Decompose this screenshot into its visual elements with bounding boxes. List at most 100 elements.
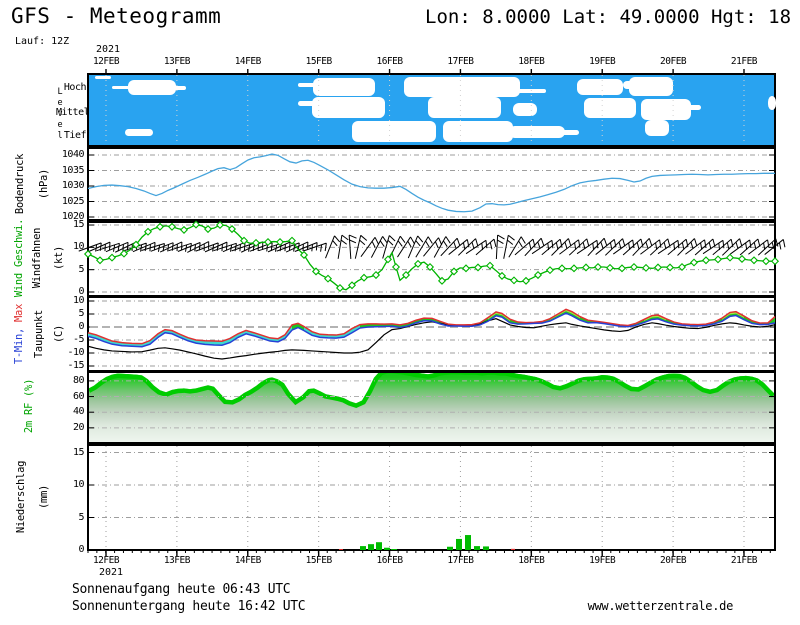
temp-band-segment: [222, 338, 230, 346]
wind-marker: [287, 236, 297, 245]
y-tick-label: -5: [72, 334, 85, 345]
cloud-blob: [312, 97, 385, 118]
pressure-line: [87, 153, 775, 213]
cloud-blob: [404, 77, 520, 97]
date-label: 13FEB: [163, 555, 191, 566]
date-label: 14FEB: [234, 56, 262, 67]
precip-panel-label: Niederschlag: [15, 460, 27, 534]
date-label: 20FEB: [660, 555, 687, 566]
y-tick-label: 1020: [61, 211, 85, 222]
location-coordinates: Lon: 8.0000 Lat: 49.0000 Hgt: 18: [425, 6, 792, 28]
cloud-blob: [313, 78, 375, 96]
cloud-blob: [577, 79, 623, 95]
y-tick-label: 1030: [61, 180, 85, 191]
date-label: 13FEB: [163, 56, 191, 67]
year-label-bottom: 2021: [99, 567, 124, 578]
temp-band-segment: [298, 323, 304, 331]
cloud-blob: [629, 77, 673, 96]
cloud-blob: [561, 130, 579, 135]
wind-marker: [335, 283, 345, 293]
y-tick-label: 0: [78, 286, 84, 297]
y-tick-label: 5: [78, 263, 84, 275]
model-run-label: Lauf: 12Z: [15, 36, 70, 47]
y-tick-label: 15: [72, 219, 85, 231]
wind-marker: [215, 220, 225, 230]
wind-marker: [677, 262, 687, 272]
precip-red-mark: [339, 549, 343, 550]
wind-marker: [485, 261, 495, 270]
wind-marker: [641, 263, 651, 272]
y-tick-label: 1025: [61, 195, 85, 207]
wind-marker: [263, 237, 273, 247]
wind-marker: [371, 271, 381, 280]
cloud-blob: [688, 105, 701, 110]
wind-marker: [605, 263, 615, 272]
temperature-panel: [87, 296, 776, 372]
y-tick-label: 10: [72, 241, 85, 253]
temp-min-line: [87, 312, 776, 348]
cloud-blob: [170, 86, 186, 90]
wind-marker: [653, 263, 663, 272]
cloud-blob: [128, 80, 176, 95]
sunset-text: Sonnenuntergang heute 16:42 UTC: [72, 599, 306, 614]
date-label: 17FEB: [447, 555, 474, 566]
wind-marker: [737, 254, 747, 263]
date-label: 18FEB: [518, 555, 545, 566]
wind-marker: [521, 276, 531, 285]
wind-marker: [391, 262, 401, 272]
date-label: 15FEB: [305, 56, 333, 67]
date-label: 21FEB: [730, 555, 758, 566]
temp-min-label: T-Min,: [13, 327, 25, 365]
cloud-blob: [509, 126, 565, 138]
wind-marker: [323, 274, 333, 283]
date-label: 19FEB: [589, 56, 616, 67]
wind-marker: [95, 256, 105, 265]
cloud-blob: [95, 76, 111, 79]
y-tick-label: 5: [78, 511, 84, 523]
wind-marker: [533, 271, 543, 280]
cloud-blob: [352, 121, 436, 142]
precip-bar: [360, 546, 366, 550]
date-label: 16FEB: [376, 56, 403, 67]
date-label: 19FEB: [589, 555, 616, 566]
wind-marker: [311, 267, 321, 276]
date-label: 12FEB: [92, 555, 120, 566]
wind-marker: [617, 264, 627, 273]
wind-marker: [251, 238, 261, 247]
sunrise-text: Sonnenaufgang heute 06:43 UTC: [72, 582, 291, 597]
precip-bar: [483, 546, 489, 550]
date-label: 15FEB: [305, 555, 333, 566]
date-label: 21FEB: [730, 56, 758, 67]
wind-marker: [629, 262, 639, 272]
wind-marker: [449, 267, 459, 276]
precip-bar: [474, 546, 480, 550]
cloud-blob: [641, 99, 691, 120]
wind-marker: [545, 266, 555, 275]
temp-band-segment: [230, 333, 238, 343]
y-tick-label: 60: [72, 390, 85, 402]
wind-marker: [191, 220, 201, 229]
wind-marker: [155, 222, 165, 231]
cloud-blob: [298, 101, 316, 106]
precip-red-mark: [511, 548, 515, 550]
precip-bar: [391, 549, 397, 550]
humidity-panel-label: 2m RF (%): [23, 378, 35, 434]
temp-band-segment: [304, 326, 312, 336]
cloud-blob: [125, 129, 153, 136]
wind-barbs: [78, 234, 786, 260]
humidity-panel: [87, 371, 776, 444]
wind-marker: [593, 262, 603, 272]
wind-marker: [239, 236, 249, 245]
y-tick-label: 20: [72, 421, 85, 433]
wind-marker: [275, 237, 285, 247]
wind-marker: [749, 256, 759, 265]
wind-marker: [581, 263, 591, 272]
date-label: 12FEB: [92, 56, 120, 67]
wind-marker: [725, 253, 735, 262]
y-tick-label: 15: [72, 446, 85, 458]
wind-marker: [713, 255, 723, 264]
date-label: 18FEB: [518, 56, 545, 67]
wind-marker: [425, 262, 435, 272]
wind-panel: [87, 221, 776, 297]
